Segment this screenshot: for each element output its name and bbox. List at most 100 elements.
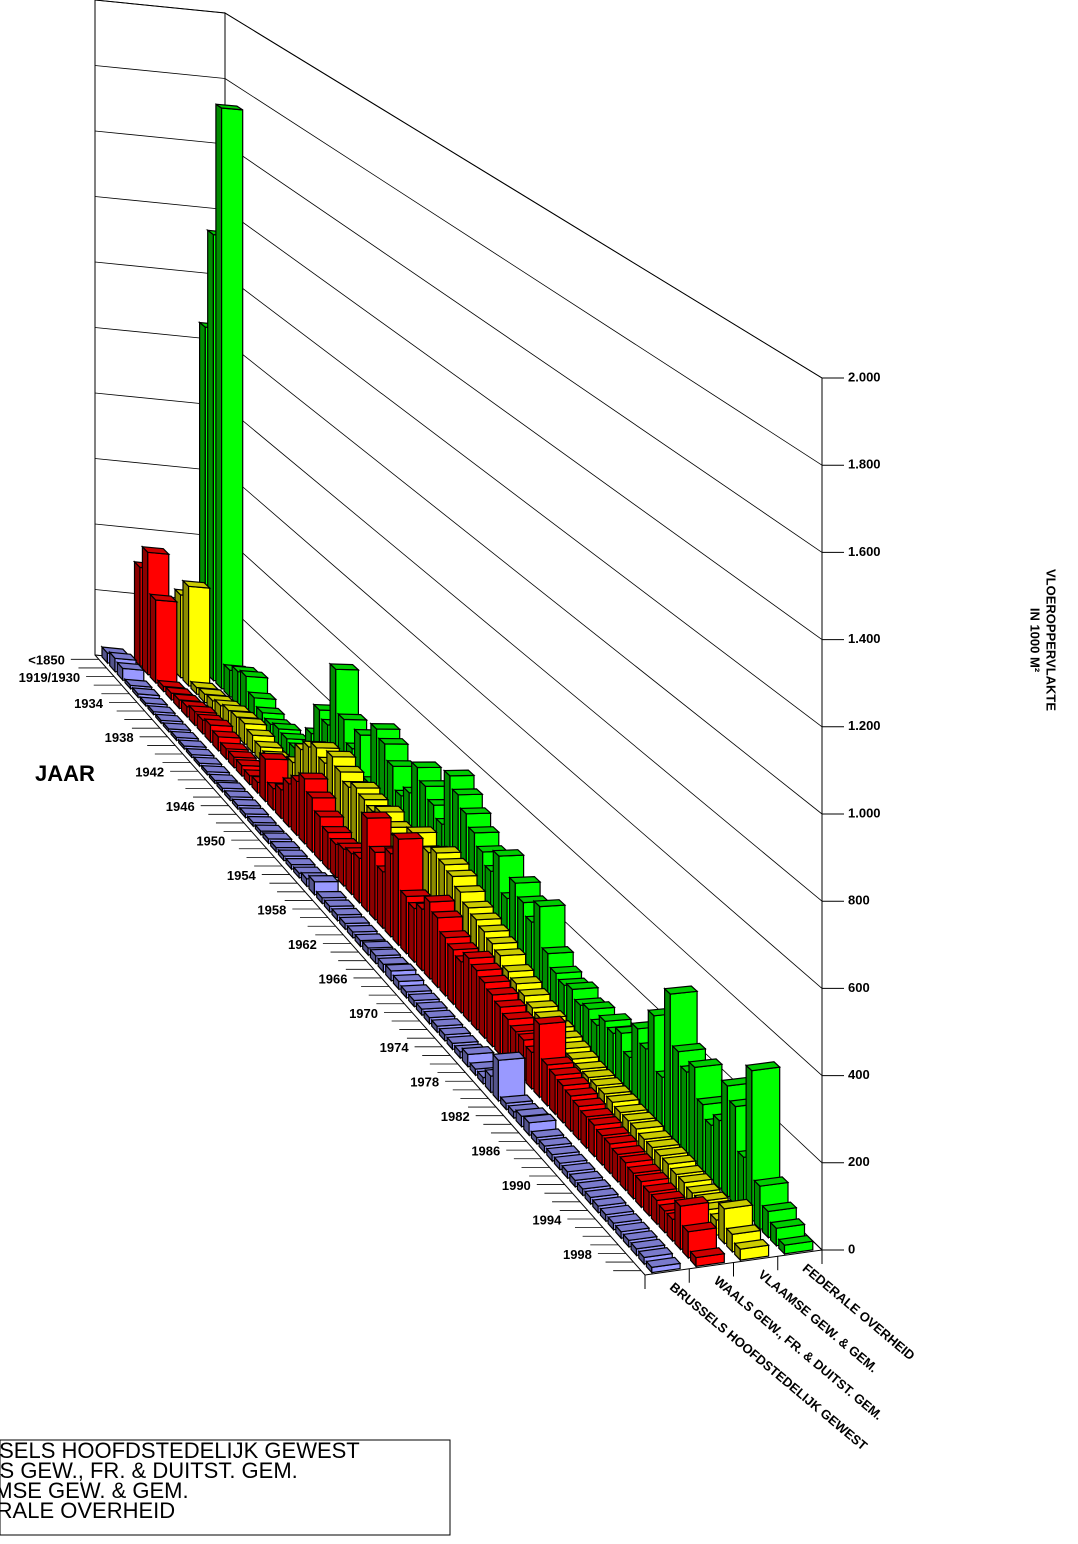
x-tick-label: 1978 (410, 1075, 439, 1090)
bar-top (399, 984, 433, 993)
bar-top (438, 1026, 472, 1036)
bar-top (185, 747, 216, 757)
bar-top (215, 103, 244, 111)
bar-top (540, 1056, 575, 1066)
bar-side (361, 811, 368, 913)
bar-top (522, 1113, 558, 1124)
bar-top (169, 730, 200, 740)
bar-top (717, 1198, 754, 1210)
bar-side (745, 1064, 753, 1223)
bar-top (187, 705, 218, 714)
x-tick-label: 1966 (319, 971, 348, 986)
bar-side (314, 809, 321, 863)
bar-top (650, 1190, 686, 1202)
bar-top (284, 857, 317, 866)
bar-top (215, 781, 247, 790)
bar-side (376, 864, 384, 930)
bar-top (422, 1009, 456, 1019)
bar-top (246, 815, 278, 824)
bar-top (219, 742, 250, 751)
y-tick-label: 1.400 (848, 631, 881, 646)
y-tick-label: 1.600 (848, 544, 881, 559)
bar-side (680, 1065, 688, 1158)
bar-top (597, 1013, 633, 1022)
bar-side (712, 1113, 720, 1190)
bar-top (115, 661, 146, 672)
y-tick-label: 2.000 (848, 369, 881, 384)
bar (733, 1238, 770, 1262)
bar-top (410, 761, 443, 769)
bar-side (337, 841, 345, 888)
bar-top (509, 975, 544, 985)
bar-front (155, 599, 178, 686)
legend-label: BRUSSELS HOOFDSTEDELIJK GEWEST (0, 1438, 360, 1463)
bar-top (545, 1145, 581, 1156)
bar-top (591, 1196, 627, 1207)
bar-top (653, 1146, 689, 1157)
bar-side (674, 1198, 682, 1251)
grid-line (224, 340, 823, 815)
y-tick-label: 1.000 (848, 805, 881, 820)
legend-label: FEDERALE OVERHEID (0, 1498, 175, 1523)
bar-top (553, 1153, 589, 1164)
bar-top (477, 974, 512, 984)
bar-side (455, 954, 462, 1015)
grid-line (94, 261, 226, 276)
x-tick-label: 1994 (532, 1212, 562, 1227)
bar-top (430, 1018, 464, 1027)
bar-top (245, 728, 277, 738)
x-tick-label: 1986 (471, 1144, 500, 1159)
bar-top (392, 973, 425, 983)
bar-top (629, 1238, 666, 1250)
bar-top (685, 1183, 722, 1194)
grid-line (224, 78, 823, 466)
bar-top (597, 1085, 633, 1095)
x-tick-label: 1946 (166, 799, 195, 814)
bar-top (138, 696, 169, 706)
bar-top (373, 805, 406, 813)
bar-top (161, 722, 192, 731)
y-tick-label: 200 (848, 1154, 870, 1169)
bar-top (453, 884, 487, 893)
bar-front (221, 107, 244, 692)
bar (115, 660, 146, 683)
bar-side (556, 1078, 564, 1125)
y-tick-label: 800 (848, 893, 870, 908)
x-tick-label: 1990 (502, 1178, 531, 1193)
bar-side (259, 751, 266, 803)
bar-top (560, 1162, 596, 1173)
x-tick-label: 1938 (105, 730, 134, 745)
bar (123, 677, 154, 692)
bar-top (568, 1170, 604, 1182)
bar-top (154, 713, 185, 723)
bar-top (446, 942, 480, 951)
bar-top (681, 1221, 718, 1233)
bar-top (501, 963, 536, 973)
bar-top (549, 965, 583, 975)
bar-top (177, 739, 208, 748)
bar-top (148, 593, 179, 603)
x-tick-label: 1934 (74, 696, 104, 711)
bar-top (297, 772, 329, 780)
y-axis-title-line: VLOEROPPERVLAKTE (1044, 569, 1059, 711)
bar-top (469, 912, 503, 921)
bar-top (733, 1238, 770, 1250)
bar-side (182, 579, 190, 688)
bar-top (353, 933, 387, 942)
bar-side (478, 975, 486, 1040)
bar-top (626, 1163, 663, 1174)
bar-top (307, 874, 340, 883)
legend-label: VLAAMSE GEW. & GEM. (0, 1478, 189, 1503)
bar-top (581, 1001, 616, 1010)
bar-top (255, 706, 286, 715)
bar-top (369, 722, 402, 730)
bar-top (405, 826, 438, 834)
bar-top (338, 916, 371, 925)
bar-top (587, 1115, 623, 1126)
bar (645, 1256, 682, 1275)
grid-line (224, 12, 823, 379)
bar-side (647, 1008, 655, 1125)
bar-top (369, 948, 402, 957)
bar-top (671, 1042, 707, 1053)
